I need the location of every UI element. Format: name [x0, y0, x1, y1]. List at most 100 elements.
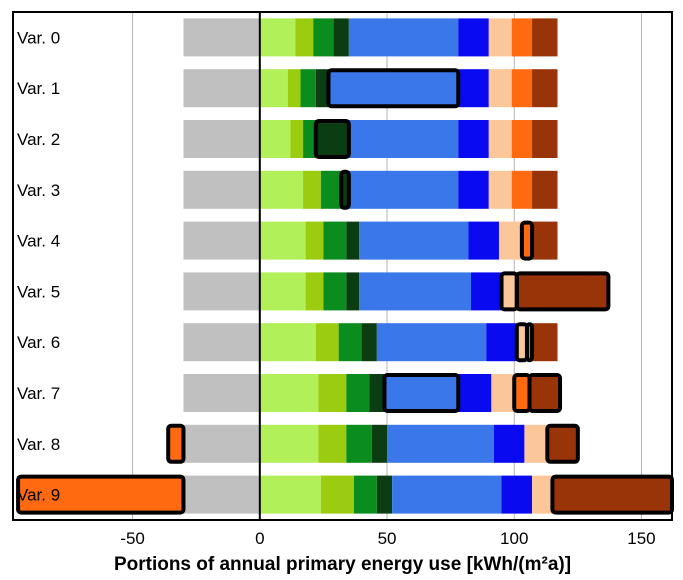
bar-segment-dark_green: [333, 18, 349, 57]
bar-segment-peach: [516, 323, 527, 362]
bar-segment-yellow_green: [320, 475, 354, 514]
bar-segment-yellow_green: [303, 170, 321, 209]
highlight-outlines: [16, 68, 675, 515]
highlight-outline: [313, 119, 351, 159]
bar-segment-dark_green: [346, 272, 360, 311]
x-tick-label: 150: [627, 529, 655, 548]
bar-segment-peach: [488, 18, 512, 57]
bar-segment-light_blue: [384, 374, 459, 412]
bar-segment-light_green: [259, 272, 306, 311]
bar-segment-light_blue: [392, 475, 502, 514]
category-label: Var. 7: [17, 384, 60, 403]
category-label: Var. 5: [17, 282, 60, 301]
bar-segment-blue: [458, 374, 492, 412]
bar-segment-orange: [511, 170, 533, 209]
bar-segment-blue: [493, 424, 525, 463]
highlight-outline: [326, 68, 461, 109]
bar-segment-dark_green: [369, 374, 385, 412]
bar-segment-blue: [470, 272, 502, 311]
bar-segment-blue: [501, 475, 533, 514]
bars: [18, 18, 672, 514]
bar-segment-brown: [532, 69, 558, 108]
bar-segment-peach: [488, 120, 512, 158]
bar-segment-light_green: [259, 424, 319, 463]
bar-segment-light_blue: [348, 18, 459, 57]
bar-segment-negative_orange: [18, 475, 184, 514]
bar-segment-yellow_green: [295, 18, 314, 57]
bar-segment-blue: [458, 69, 489, 108]
category-label: Var. 8: [17, 435, 60, 454]
bar-segment-light_green: [259, 120, 291, 158]
bar-segment-green: [303, 120, 316, 158]
bar-segment-dark_green: [341, 170, 349, 209]
bar-segment-brown: [547, 424, 578, 463]
bar-segment-green: [353, 475, 377, 514]
bar-segment-brown: [532, 323, 558, 362]
bar-segment-blue: [458, 170, 489, 209]
bar-segment-yellow_green: [305, 272, 324, 311]
bar-segment-gray: [183, 18, 260, 57]
bar-segment-light_green: [259, 221, 306, 260]
bar-segment-brown: [529, 374, 561, 412]
x-tick-label: 0: [255, 529, 264, 548]
bar-segment-light_green: [259, 18, 296, 57]
category-label: Var. 1: [17, 79, 60, 98]
category-label: Var. 0: [17, 28, 60, 47]
bar-segment-negative_orange: [168, 424, 184, 463]
bar-segment-gray: [183, 221, 260, 260]
bar-segment-brown: [532, 170, 558, 209]
bar-segment-peach: [488, 69, 512, 108]
bar-segment-gray: [183, 170, 260, 209]
bar-segment-brown: [532, 18, 558, 57]
bar-segment-yellow_green: [315, 323, 339, 362]
highlight-outline: [524, 322, 535, 363]
bar-segment-peach: [501, 272, 517, 311]
bar-segment-gray: [183, 374, 260, 412]
highlight-outline: [382, 373, 461, 413]
bar-segment-peach: [524, 424, 548, 463]
category-label: Var. 3: [17, 181, 60, 200]
bar-segment-peach: [498, 221, 522, 260]
bar-segment-orange: [521, 221, 533, 260]
x-tick-label: 50: [378, 529, 397, 548]
bar-segment-light_green: [259, 170, 304, 209]
bar-segment-yellow_green: [318, 374, 347, 412]
plot-frame: [12, 11, 673, 521]
highlight-outline: [514, 271, 611, 312]
highlight-outline: [166, 423, 186, 464]
bar-segment-light_blue: [387, 424, 494, 463]
bar-segment-orange: [511, 120, 533, 158]
category-label: Var. 4: [17, 232, 60, 251]
bar-segment-light_blue: [328, 69, 459, 108]
category-label: Var. 2: [17, 130, 60, 149]
bar-segment-light_blue: [348, 120, 459, 158]
highlight-outline: [519, 220, 535, 261]
category-label: Var. 6: [17, 333, 60, 352]
highlight-outline: [527, 373, 563, 413]
bar-segment-dark_green: [376, 475, 393, 514]
bar-segment-green: [346, 374, 370, 412]
bar-segment-dark_green: [315, 120, 349, 158]
bar-segment-brown: [532, 120, 558, 158]
category-label: Var. 9: [17, 486, 60, 505]
bar-segment-yellow_green: [290, 120, 304, 158]
highlight-outline: [545, 423, 580, 464]
bar-segment-gray: [183, 424, 260, 463]
bar-segment-green: [323, 272, 347, 311]
bar-segment-light_blue: [376, 323, 487, 362]
bar-segment-peach: [532, 475, 553, 514]
bar-segment-dark_green: [346, 221, 360, 260]
highlight-outline: [16, 474, 186, 515]
x-tick-label: -50: [120, 529, 145, 548]
bar-segment-light_green: [259, 323, 316, 362]
bar-segment-light_green: [259, 69, 288, 108]
bar-segment-orange: [511, 18, 533, 57]
bar-segment-yellow_green: [318, 424, 347, 463]
bar-segment-dark_green: [371, 424, 388, 463]
bar-segment-green: [323, 221, 347, 260]
bar-segment-green: [320, 170, 342, 209]
bar-segment-green: [313, 18, 334, 57]
bar-segment-brown: [532, 221, 558, 260]
